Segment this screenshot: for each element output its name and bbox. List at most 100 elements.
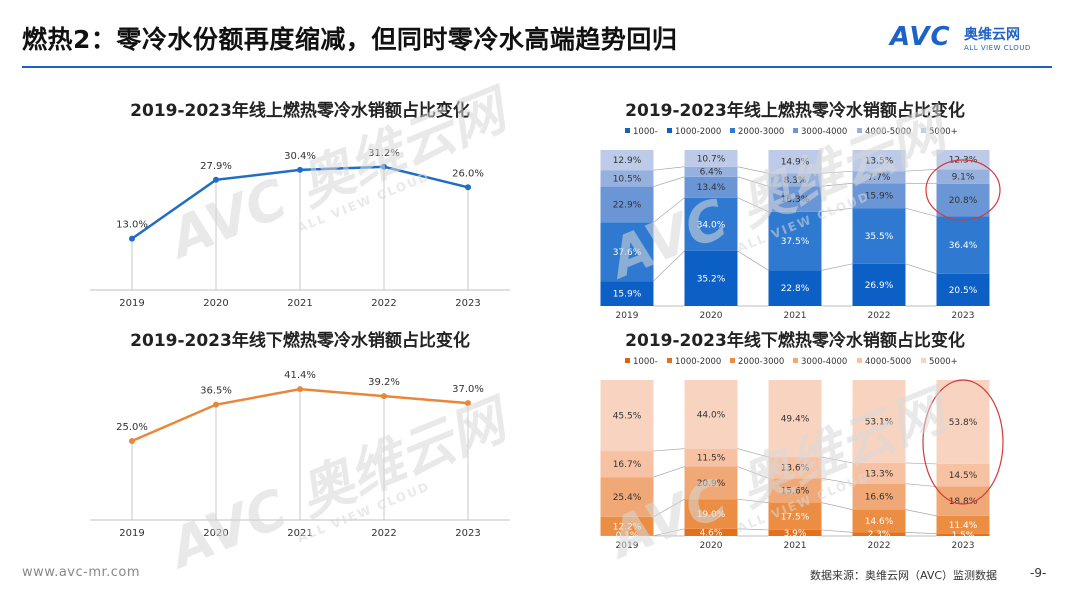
data-point <box>129 438 135 444</box>
bar-segment <box>684 380 738 449</box>
data-label: 14.6% <box>865 517 894 527</box>
legend-swatch <box>730 128 735 133</box>
legend-swatch <box>667 128 672 133</box>
data-label: 53.1% <box>865 417 894 427</box>
series-connector <box>737 166 769 174</box>
data-label: 34.0% <box>697 220 726 230</box>
data-label: 44.0% <box>697 410 726 420</box>
legend-swatch <box>793 358 798 363</box>
bar-segment <box>600 380 654 452</box>
data-label: 20.5% <box>949 286 978 296</box>
footer-source: 数据来源：奥维云网（AVC）监测数据 <box>810 569 998 582</box>
bar-segment <box>768 529 822 536</box>
avc-logo: AVC 奥维云网 ALL VIEW CLOUD <box>890 22 1052 58</box>
data-point <box>129 235 135 242</box>
bar-segment <box>600 281 654 306</box>
data-label: 25.0% <box>116 422 148 433</box>
bar-segment <box>684 197 738 251</box>
x-tick-label: 2023 <box>952 311 975 321</box>
series-connector <box>653 197 685 223</box>
data-label: 20.9% <box>697 479 726 489</box>
data-label: 45.5% <box>613 412 642 422</box>
data-label: 27.9% <box>200 161 232 172</box>
bar-segment <box>768 502 822 530</box>
data-label: 35.2% <box>697 274 726 284</box>
offline-stacked-bar-chart: 2019-2023年线下燃热零冷水销额占比变化 1000- 1000-2000 200… <box>600 330 1004 551</box>
bar-segment <box>684 176 738 198</box>
series-connector <box>821 182 853 187</box>
data-point <box>465 184 471 191</box>
bar-segment <box>684 528 738 536</box>
bar-segment <box>852 509 906 533</box>
bar-segment <box>852 532 906 536</box>
data-label: 10.7% <box>697 154 726 164</box>
bar-segment <box>852 380 906 463</box>
legend-label: 1000- <box>633 127 658 137</box>
data-label: 14.9% <box>781 158 810 168</box>
data-label: 31.2% <box>368 148 400 159</box>
data-label: 37.6% <box>613 248 642 258</box>
bar-segment <box>768 173 822 187</box>
data-point <box>297 386 303 393</box>
series-connector <box>737 197 769 213</box>
x-tick-label: 2022 <box>371 528 396 539</box>
legend-label: 2000-3000 <box>738 127 784 137</box>
legend-label: 5000+ <box>929 127 958 137</box>
legend-swatch <box>625 358 630 363</box>
x-tick-label: 2019 <box>616 541 639 551</box>
data-point <box>297 166 303 173</box>
data-label: 53.8% <box>949 418 978 428</box>
data-label: 17.5% <box>781 512 810 522</box>
bar-segment <box>936 216 990 274</box>
data-point <box>381 163 387 170</box>
highlight-ellipse <box>922 379 1004 505</box>
series-connector <box>653 166 685 171</box>
online-stacked-bar-chart: 2019-2023年线上燃热零冷水销额占比变化 1000- 1000-2000 200… <box>600 100 1001 321</box>
data-label: 13.5% <box>865 157 894 167</box>
data-label: 16.6% <box>865 493 894 503</box>
series-connector <box>905 263 937 275</box>
data-label: 20.8% <box>949 196 978 206</box>
series-connector <box>821 207 853 213</box>
x-tick-label: 2021 <box>287 298 312 309</box>
x-tick-label: 2022 <box>868 541 891 551</box>
legend-swatch <box>730 358 735 363</box>
series-connector <box>821 456 853 464</box>
series-connector <box>905 169 937 172</box>
data-label: 36.5% <box>200 386 232 397</box>
online-line-chart: 2019-2023年线上燃热零冷水销额占比变化 2019 2020 2021 2022 2… <box>90 100 510 309</box>
data-label: 22.8% <box>781 284 810 294</box>
data-label: 12.3% <box>949 156 978 166</box>
data-label: 19.0% <box>697 510 726 520</box>
logo-english-name: ALL VIEW CLOUD <box>964 44 1031 52</box>
data-label: 22.9% <box>613 200 642 210</box>
legend-swatch <box>857 128 862 133</box>
header-rule <box>22 66 1052 68</box>
x-tick-label: 2023 <box>952 541 975 551</box>
bar-segment <box>768 457 822 479</box>
data-label: 15.9% <box>613 290 642 300</box>
series-connector <box>821 170 853 174</box>
x-tick-label: 2022 <box>371 298 396 309</box>
legend-label: 1000-2000 <box>675 127 721 137</box>
data-label: 25.4% <box>613 493 642 503</box>
data-label: 13.4% <box>697 183 726 193</box>
bar-segment <box>936 273 990 306</box>
series-connector <box>821 477 853 485</box>
bar-segment <box>684 166 738 177</box>
legend-swatch <box>921 358 926 363</box>
data-label: 15.9% <box>865 192 894 202</box>
chart-title: 2019-2023年线上燃热零冷水销额占比变化 <box>625 100 965 121</box>
data-label: 39.2% <box>368 377 400 388</box>
series-connector <box>821 502 853 510</box>
series-connector <box>653 250 685 282</box>
bar-segment <box>684 466 738 500</box>
legend-swatch <box>921 128 926 133</box>
bar-segment <box>936 169 990 184</box>
data-label: 49.4% <box>781 415 810 425</box>
data-label: 1.5% <box>952 531 975 541</box>
bar-segment <box>936 515 990 534</box>
chart-title: 2019-2023年线下燃热零冷水销额占比变化 <box>130 330 470 351</box>
series-connector <box>737 250 769 271</box>
logo-chinese-name: 奥维云网 <box>964 27 1020 43</box>
